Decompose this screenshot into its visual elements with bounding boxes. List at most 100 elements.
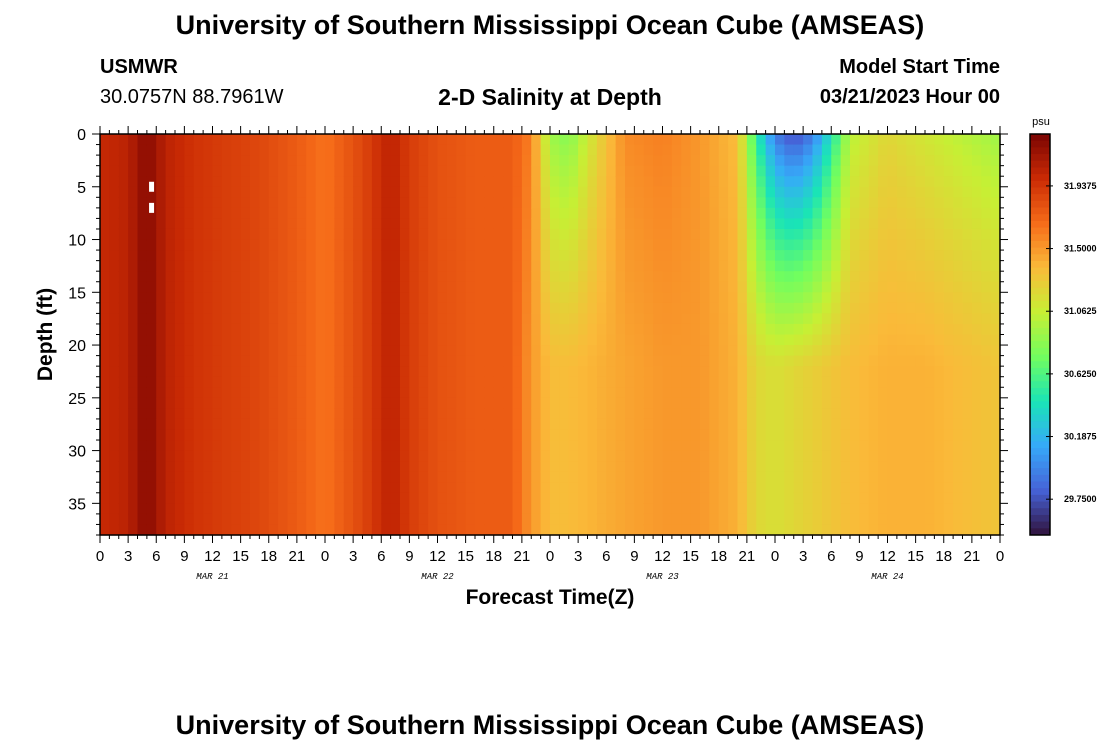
heatmap-cell: [596, 165, 607, 177]
heatmap-cell: [268, 513, 279, 526]
heatmap-cell: [934, 197, 945, 209]
heatmap-cell: [521, 313, 532, 325]
heatmap-cell: [925, 450, 935, 462]
heatmap-cell: [165, 186, 176, 198]
heatmap-cell: [868, 450, 879, 462]
heatmap-cell: [334, 218, 345, 230]
heatmap-cell: [606, 355, 617, 367]
heatmap-cell: [606, 144, 617, 156]
heatmap-cell: [446, 461, 457, 473]
heatmap-cell: [878, 492, 889, 504]
heatmap-cell: [400, 450, 410, 462]
heatmap-cell: [803, 366, 814, 378]
heatmap-cell: [681, 176, 692, 188]
heatmap-cell: [259, 482, 270, 494]
heatmap-cell: [521, 323, 532, 336]
heatmap-cell: [953, 355, 964, 367]
heatmap-cell: [165, 440, 176, 452]
heatmap-cell: [353, 323, 364, 336]
heatmap-cell: [728, 471, 739, 483]
heatmap-cell: [625, 250, 635, 262]
heatmap-cell: [156, 450, 167, 462]
heatmap-cell: [606, 482, 617, 494]
heatmap-cell: [259, 461, 270, 473]
heatmap-cell: [690, 228, 701, 241]
heatmap-cell: [981, 292, 992, 304]
heatmap-cell: [146, 355, 157, 367]
heatmap-cell: [971, 366, 982, 378]
heatmap-cell: [578, 228, 589, 241]
heatmap-cell: [718, 492, 729, 504]
heatmap-cell: [615, 482, 626, 494]
heatmap-cell: [934, 186, 945, 198]
heatmap-cell: [325, 429, 335, 441]
heatmap-cell: [240, 492, 251, 504]
heatmap-cell: [896, 292, 907, 304]
heatmap-cell: [756, 387, 767, 399]
heatmap-cell: [184, 345, 195, 357]
heatmap-cell: [418, 186, 429, 198]
heatmap-cell: [728, 492, 739, 504]
heatmap-cell: [953, 260, 964, 272]
heatmap-cell: [212, 228, 223, 241]
heatmap-cell: [512, 134, 523, 146]
heatmap-cell: [175, 450, 185, 462]
heatmap-cell: [953, 450, 964, 462]
heatmap-cell: [821, 281, 832, 293]
heatmap-cell: [381, 313, 392, 325]
heatmap-cell: [793, 355, 804, 367]
heatmap-cell: [681, 271, 692, 283]
heatmap-cell: [278, 313, 289, 325]
heatmap-cell: [118, 239, 129, 251]
heatmap-cell: [671, 524, 682, 536]
heatmap-cell: [728, 144, 739, 156]
heatmap-cell: [775, 176, 785, 188]
heatmap-cell: [531, 218, 542, 230]
heatmap-cell: [465, 228, 476, 241]
heatmap-cell: [765, 250, 776, 262]
heatmap-cell: [418, 376, 429, 388]
heatmap-cell: [100, 134, 110, 146]
heatmap-cell: [615, 418, 626, 431]
heatmap-cell: [559, 524, 570, 536]
heatmap-cell: [503, 461, 514, 473]
heatmap-cell: [250, 228, 260, 241]
heatmap-cell: [296, 345, 307, 357]
heatmap-cell: [156, 376, 167, 388]
heatmap-cell: [503, 334, 514, 346]
heatmap-cell: [428, 144, 439, 156]
heatmap-cell: [962, 260, 973, 272]
heatmap-cell: [859, 239, 870, 251]
heatmap-cell: [128, 503, 139, 515]
heatmap-cell: [193, 503, 204, 515]
heatmap-cell: [109, 524, 120, 536]
heatmap-cell: [728, 207, 739, 220]
heatmap-cell: [484, 366, 495, 378]
heatmap-cell: [381, 218, 392, 230]
heatmap-cell: [390, 302, 401, 314]
heatmap-cell: [606, 155, 617, 167]
heatmap-cell: [268, 418, 279, 431]
heatmap-cell: [146, 239, 157, 251]
heatmap-cell: [803, 345, 814, 357]
heatmap-cell: [240, 471, 251, 483]
heatmap-cell: [128, 408, 139, 420]
heatmap-cell: [456, 418, 467, 431]
heatmap-cell: [606, 134, 617, 146]
heatmap-cell: [334, 271, 345, 283]
heatmap-cell: [671, 513, 682, 526]
heatmap-cell: [850, 144, 860, 156]
heatmap-cell: [400, 313, 410, 325]
heatmap-cell: [971, 239, 982, 251]
heatmap-cell: [756, 302, 767, 314]
heatmap-cell: [840, 461, 851, 473]
heatmap-cell: [625, 450, 635, 462]
heatmap-cell: [446, 513, 457, 526]
heatmap-cell: [850, 250, 860, 262]
heatmap-cell: [868, 271, 879, 283]
heatmap-cell: [943, 345, 954, 357]
heatmap-cell: [550, 207, 560, 220]
heatmap-cell: [203, 292, 214, 304]
heatmap-cell: [259, 397, 270, 409]
heatmap-cell: [409, 134, 420, 146]
